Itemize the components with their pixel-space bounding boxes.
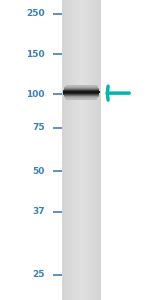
Bar — [90, 0, 91, 300]
Bar — [87, 0, 88, 300]
Bar — [63, 90, 99, 91]
Bar — [67, 0, 68, 300]
Bar — [63, 0, 64, 300]
Bar — [99, 0, 100, 300]
Bar — [91, 0, 92, 300]
Bar — [66, 85, 97, 86]
Bar — [69, 0, 70, 300]
Bar — [62, 0, 63, 300]
Bar — [74, 0, 75, 300]
Bar — [64, 87, 98, 88]
Bar — [94, 0, 95, 300]
Bar — [78, 0, 79, 300]
Bar — [85, 0, 86, 300]
Bar — [80, 0, 81, 300]
Bar — [83, 0, 84, 300]
Text: 37: 37 — [32, 207, 45, 216]
Bar — [63, 93, 99, 94]
Bar — [64, 96, 99, 97]
Text: 100: 100 — [27, 90, 45, 99]
Bar — [64, 95, 99, 96]
Bar — [63, 90, 99, 91]
Bar — [82, 0, 83, 300]
Bar — [69, 0, 70, 300]
Bar — [65, 0, 66, 300]
Bar — [68, 0, 69, 300]
Bar — [93, 0, 94, 300]
Bar — [64, 0, 65, 300]
Bar — [78, 0, 79, 300]
Bar — [68, 0, 69, 300]
Bar — [64, 96, 98, 97]
Text: 150: 150 — [26, 50, 45, 58]
Bar — [63, 93, 99, 94]
Bar — [71, 0, 72, 300]
Bar — [81, 0, 82, 300]
Bar — [63, 92, 100, 93]
Bar — [92, 0, 93, 300]
Text: 250: 250 — [26, 9, 45, 18]
Bar — [84, 0, 85, 300]
Bar — [77, 0, 78, 300]
Bar — [80, 0, 81, 300]
Bar — [63, 91, 99, 92]
Bar — [63, 92, 100, 93]
Bar — [63, 90, 99, 91]
Bar — [79, 0, 80, 300]
Bar — [96, 0, 97, 300]
Bar — [66, 0, 67, 300]
Bar — [64, 96, 99, 97]
Bar — [71, 0, 72, 300]
Bar — [65, 97, 98, 98]
Bar — [97, 0, 98, 300]
Bar — [72, 0, 73, 300]
Bar — [64, 94, 99, 95]
Bar — [95, 0, 96, 300]
Bar — [64, 95, 99, 96]
Bar — [66, 98, 97, 99]
Bar — [65, 98, 97, 99]
Bar — [66, 85, 97, 86]
Bar — [64, 87, 98, 88]
Bar — [100, 0, 101, 300]
Bar — [66, 99, 97, 100]
Bar — [75, 0, 76, 300]
Bar — [65, 86, 98, 87]
Text: 50: 50 — [33, 167, 45, 176]
Bar — [89, 0, 90, 300]
Bar — [65, 85, 97, 86]
Bar — [88, 0, 89, 300]
Bar — [98, 0, 99, 300]
Bar — [65, 97, 98, 98]
Bar — [90, 0, 91, 300]
Bar — [81, 0, 82, 300]
Bar — [64, 88, 99, 89]
Bar — [88, 0, 89, 300]
Bar — [73, 0, 74, 300]
Text: 25: 25 — [33, 270, 45, 279]
Bar — [64, 88, 99, 89]
Bar — [92, 0, 93, 300]
Bar — [86, 0, 87, 300]
Text: 75: 75 — [32, 123, 45, 132]
Bar — [64, 89, 99, 90]
Bar — [64, 94, 99, 95]
Bar — [65, 86, 98, 87]
Bar — [70, 0, 71, 300]
Bar — [76, 0, 77, 300]
Bar — [64, 89, 99, 90]
